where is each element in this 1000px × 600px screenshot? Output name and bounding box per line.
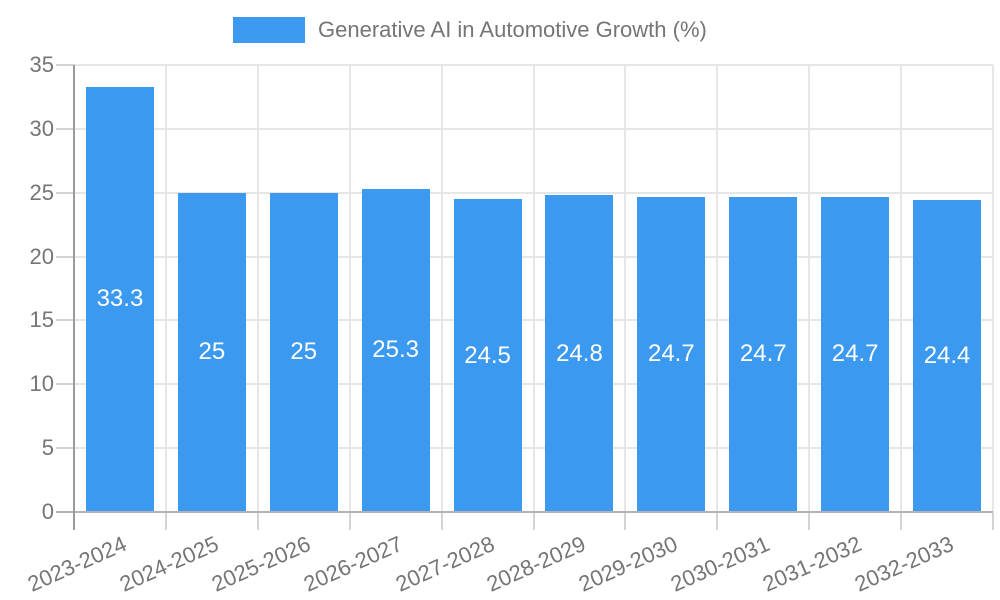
y-axis-tick: [56, 255, 74, 258]
y-axis-tick-label: 25: [29, 179, 54, 205]
x-axis-tick: [164, 513, 167, 530]
bar[interactable]: [177, 192, 246, 511]
y-axis-line: [73, 65, 75, 530]
bar-value-label: 24.7: [831, 340, 879, 368]
y-axis-tick-label: 20: [29, 243, 54, 269]
gridline-vertical: [808, 65, 811, 512]
x-axis-tick: [992, 513, 994, 530]
legend[interactable]: Generative AI in Automotive Growth (%): [233, 17, 707, 43]
bar-value-label: 25: [198, 338, 226, 366]
y-axis-tick: [56, 127, 74, 130]
y-axis-tick-label: 15: [29, 307, 54, 333]
y-axis-tick: [56, 319, 74, 322]
bar-value-label: 24.8: [556, 339, 603, 367]
gridline-vertical: [348, 65, 351, 512]
bar-value-label: 25.3: [372, 336, 419, 364]
bar[interactable]: [85, 86, 154, 511]
x-axis-tick: [532, 513, 535, 530]
bar[interactable]: [913, 200, 982, 511]
x-axis-tick: [808, 513, 811, 530]
x-axis-tick: [624, 513, 627, 530]
bar-value-label: 33.3: [96, 285, 144, 313]
bar[interactable]: [729, 196, 798, 511]
bar[interactable]: [637, 196, 706, 511]
bar[interactable]: [361, 188, 430, 511]
x-axis-tick: [440, 513, 443, 530]
bar-value-label: 24.7: [739, 340, 787, 368]
bar[interactable]: [269, 192, 338, 511]
legend-swatch-icon: [233, 17, 305, 43]
gridline-vertical: [532, 65, 535, 512]
y-axis-tick-label: 0: [41, 499, 54, 524]
gridline-vertical: [992, 65, 994, 512]
gridline-vertical: [716, 65, 719, 512]
x-axis-tick: [256, 513, 259, 530]
gridline-vertical: [256, 65, 259, 512]
bar[interactable]: [545, 195, 614, 511]
x-axis-tick: [348, 513, 351, 530]
y-axis-tick-label: 30: [29, 115, 54, 141]
x-axis-tick: [900, 513, 903, 530]
y-axis-tick-label: 10: [29, 371, 54, 397]
bar[interactable]: [821, 196, 890, 511]
legend-label: Generative AI in Automotive Growth (%): [318, 17, 707, 42]
x-axis-baseline: [56, 511, 993, 513]
y-axis-tick-label: 5: [41, 435, 54, 461]
gridline-vertical: [624, 65, 627, 512]
bar-value-label: 25: [290, 338, 318, 366]
y-axis-tick: [56, 64, 74, 66]
gridline-vertical: [440, 65, 443, 512]
bar-value-label: 24.5: [464, 341, 511, 369]
y-axis-tick-label: 35: [29, 52, 54, 77]
gridline-vertical: [164, 65, 167, 512]
bar[interactable]: [453, 199, 522, 511]
x-axis-tick: [716, 513, 719, 530]
gridline-vertical: [900, 65, 903, 512]
bar-value-label: 24.7: [647, 340, 695, 368]
y-axis-tick: [56, 191, 74, 194]
y-axis-tick: [56, 383, 74, 386]
bar-value-label: 24.4: [923, 342, 971, 370]
y-axis-tick: [56, 447, 74, 450]
